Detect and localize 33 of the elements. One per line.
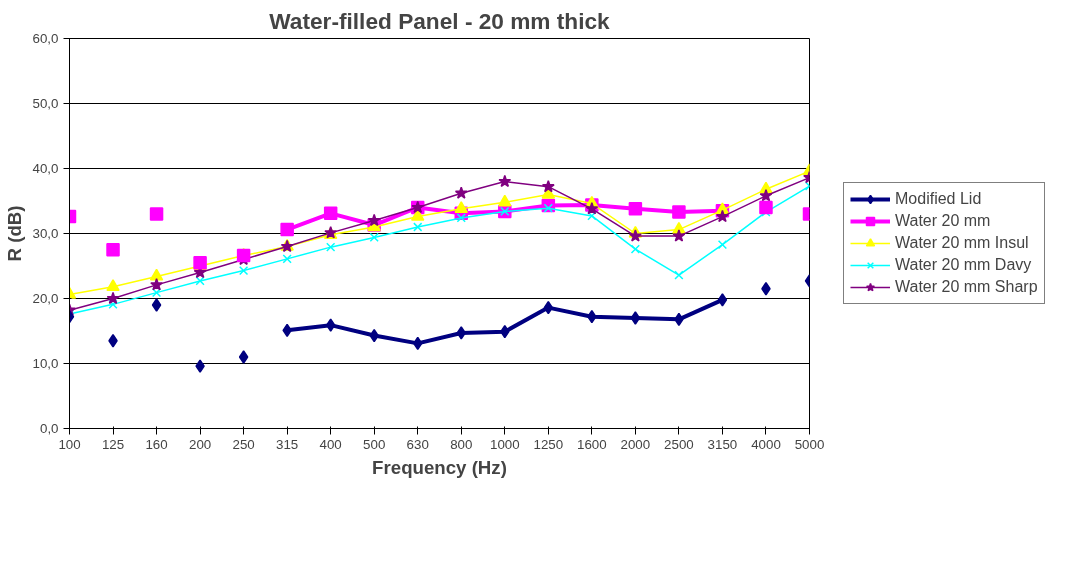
x-tick-label: 1600	[577, 436, 607, 452]
x-tick-label: 5000	[794, 436, 825, 452]
x-tick-label: 400	[319, 436, 342, 452]
x-tick-label: 315	[276, 436, 299, 452]
y-tick-label: 60,0	[32, 31, 59, 46]
x-tick-label: 125	[101, 436, 125, 452]
y-axis-title: R (dB)	[3, 205, 25, 262]
y-tick-label: 40,0	[32, 161, 59, 176]
y-tick-label: 10,0	[32, 356, 59, 371]
legend-label: Water 20 mm Davy	[895, 256, 1032, 274]
x-tick-label: 1250	[533, 436, 564, 452]
x-tick-label: 500	[363, 436, 386, 452]
legend-label: Water 20 mm Sharp	[895, 278, 1038, 296]
y-tick-label: 0,0	[39, 421, 59, 436]
x-tick-label: 630	[406, 436, 429, 452]
y-tick-label: 50,0	[32, 96, 59, 111]
x-tick-label: 200	[188, 436, 212, 452]
legend-label: Modified Lid	[895, 190, 982, 208]
x-tick-label: 2500	[664, 436, 694, 452]
x-tick-label: 250	[232, 436, 255, 452]
x-tick-label: 1000	[489, 436, 520, 452]
legend-label: Water 20 mm Insul	[895, 234, 1029, 252]
y-tick-label: 20,0	[32, 291, 59, 306]
x-axis-title: Frequency (Hz)	[372, 456, 507, 478]
x-tick-label: 3150	[707, 436, 738, 452]
chart-title: Water-filled Panel - 20 mm thick	[269, 7, 611, 34]
x-tick-label: 800	[450, 436, 473, 452]
y-tick-label: 30,0	[32, 226, 59, 241]
x-tick-label: 4000	[751, 436, 781, 452]
x-tick-label: 160	[145, 436, 168, 452]
x-tick-label: 100	[58, 436, 81, 452]
legend-label: Water 20 mm	[895, 212, 991, 230]
x-tick-label: 2000	[620, 436, 651, 452]
